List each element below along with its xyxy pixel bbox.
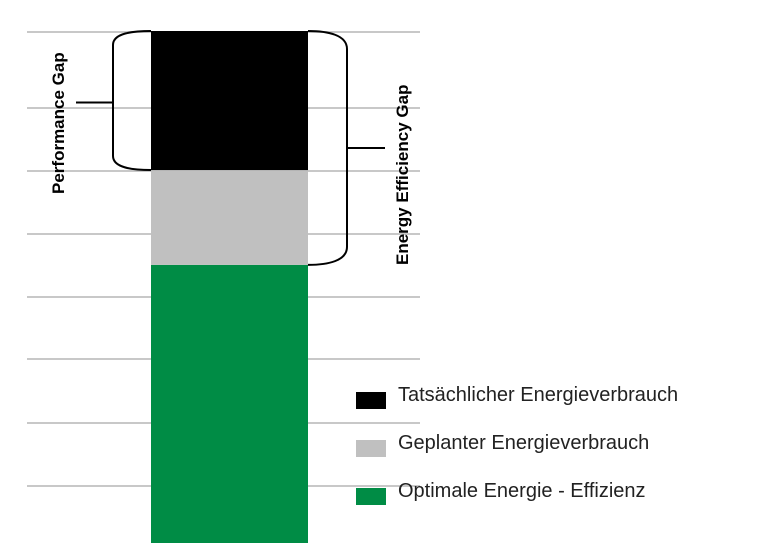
legend-label-optimal: Optimale Energie - Effizienz xyxy=(398,480,646,502)
legend-label-actual: Tatsächlicher Energieverbrauch xyxy=(398,384,679,406)
gap-braces xyxy=(76,30,385,266)
bar-segment-optimal xyxy=(151,264,308,543)
bar-segment-planned xyxy=(151,170,308,265)
legend-swatch-optimal xyxy=(356,488,386,505)
stacked-bar xyxy=(151,31,308,543)
legend-swatch-planned xyxy=(356,440,386,457)
bar-segment-actual xyxy=(151,31,308,171)
performance-gap-brace xyxy=(112,30,152,172)
performance-gap-label: Performance Gap xyxy=(49,52,68,194)
legend-swatch-actual xyxy=(356,392,386,409)
energy-efficiency-gap-brace xyxy=(307,30,348,266)
energy-efficiency-gap-label: Energy Efficiency Gap xyxy=(393,84,412,265)
legend-label-planned: Geplanter Energieverbrauch xyxy=(398,432,650,454)
